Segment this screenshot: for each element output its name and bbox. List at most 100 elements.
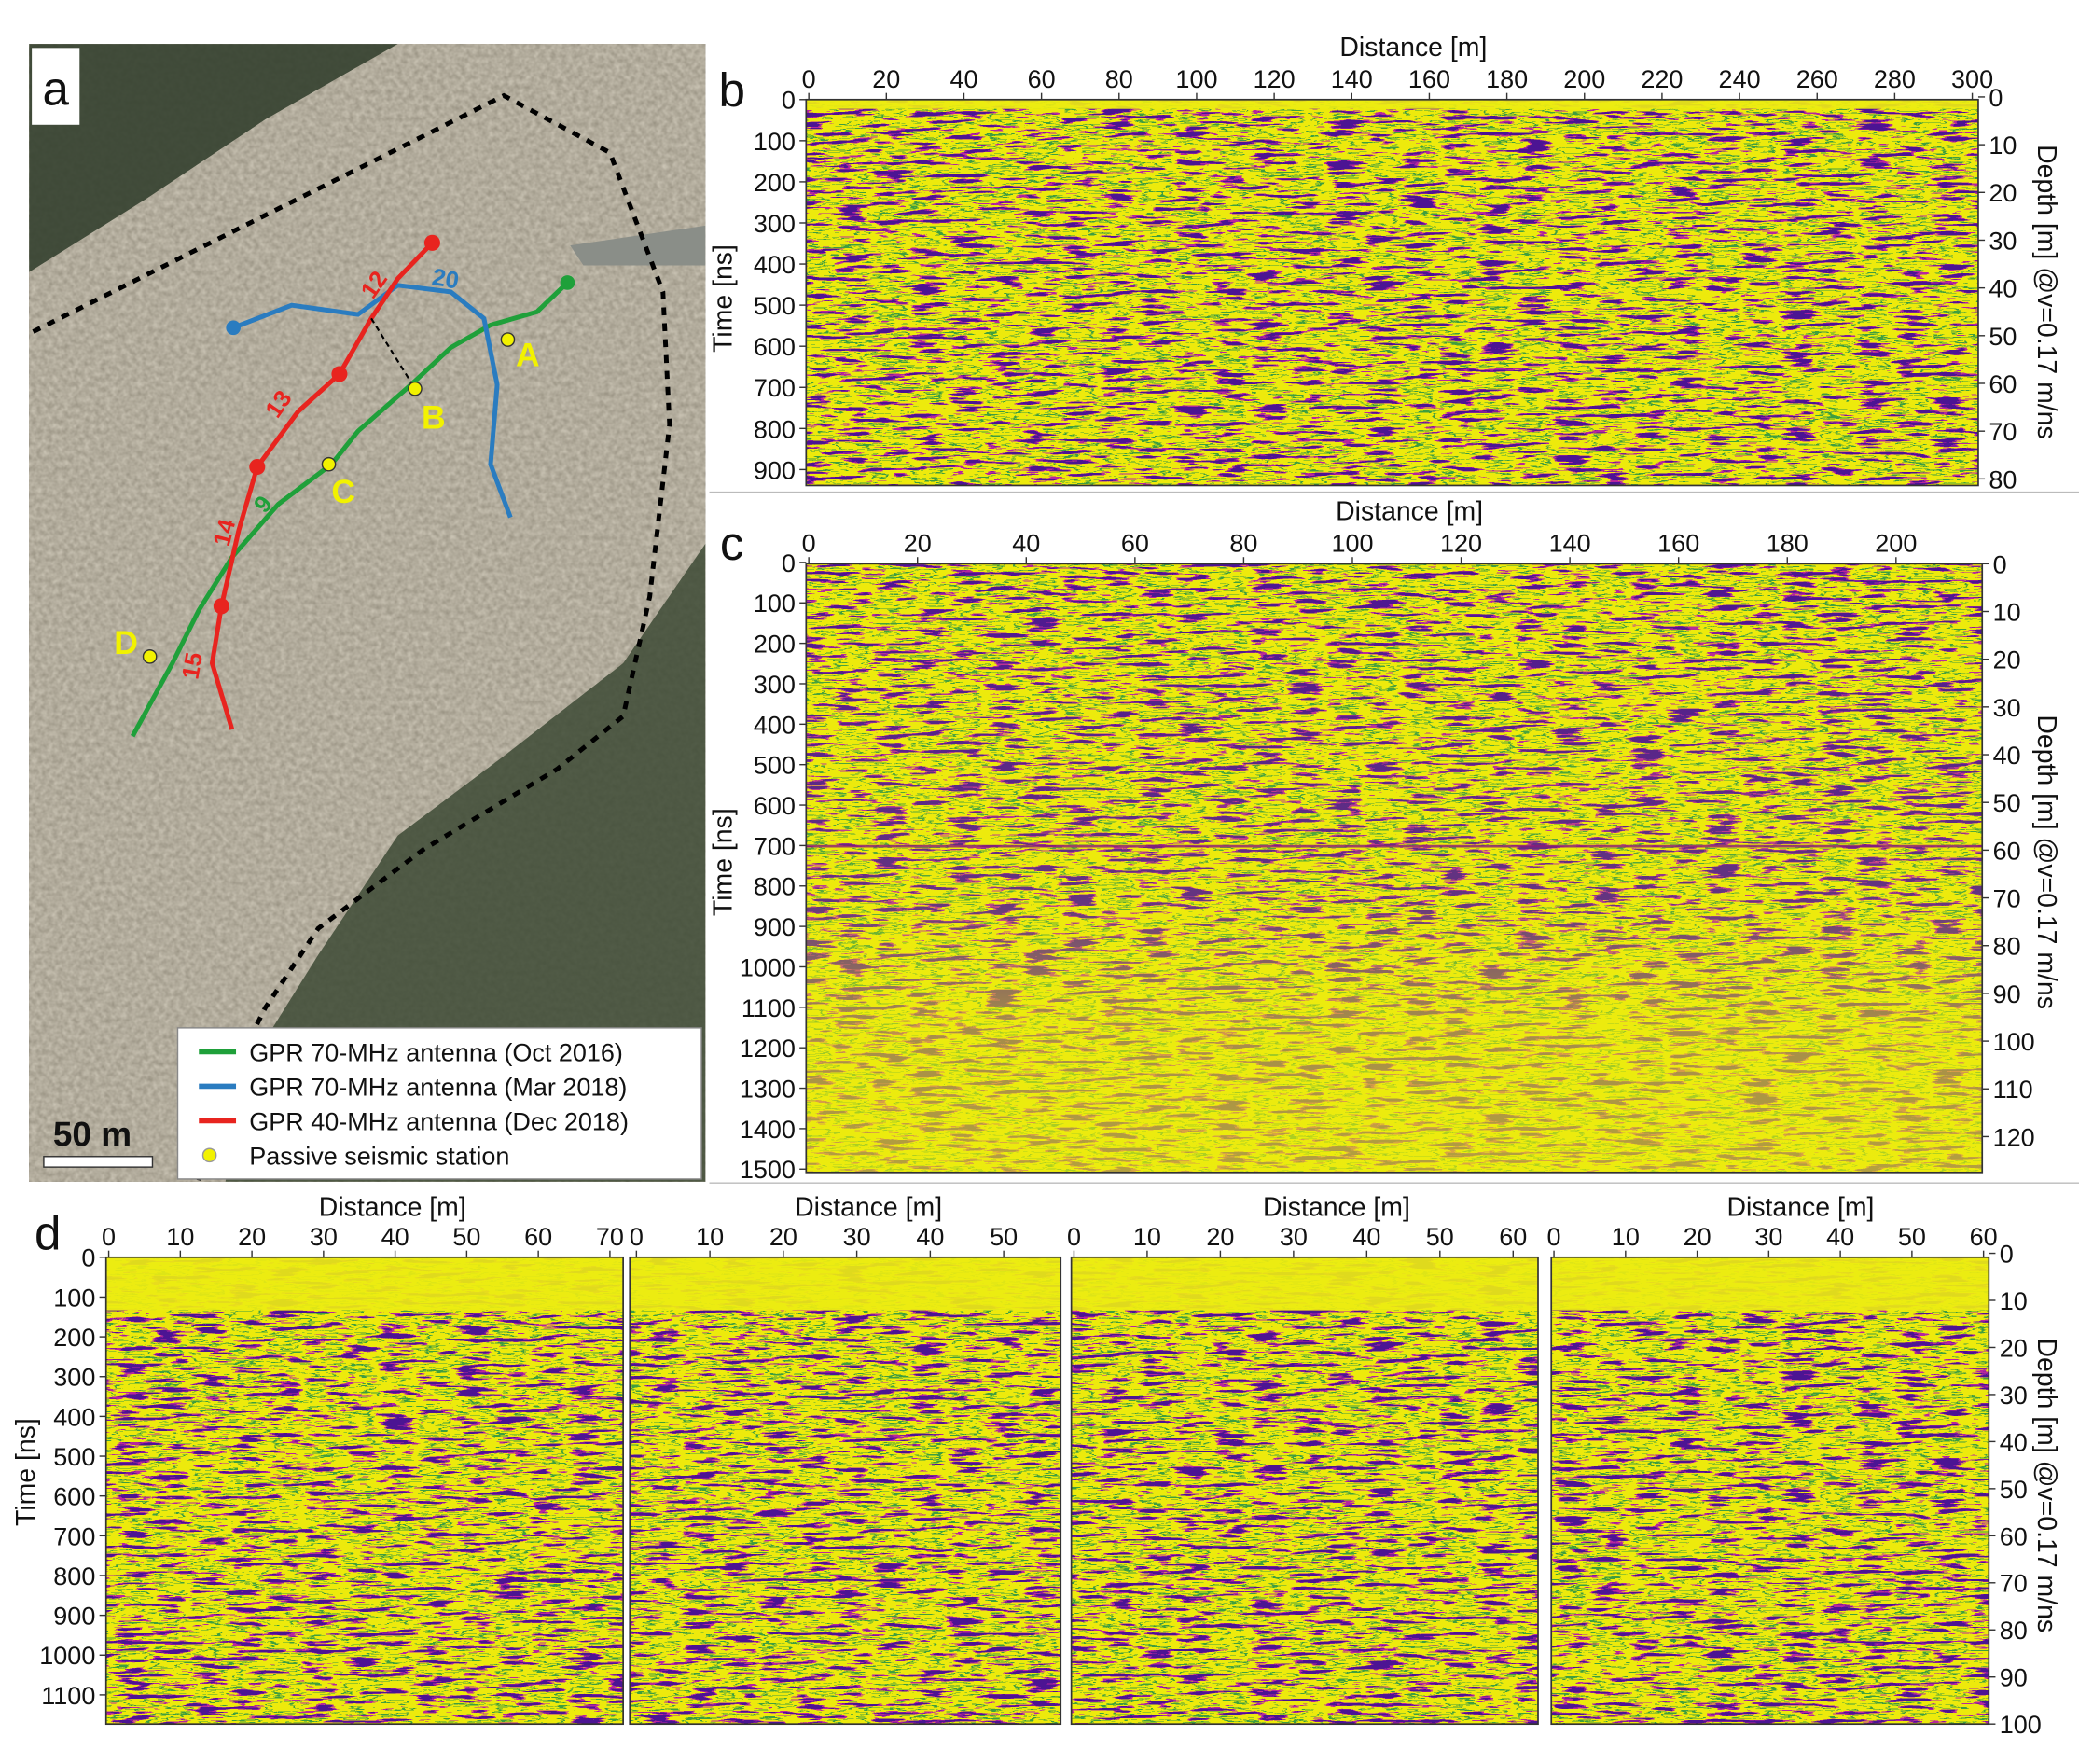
station-label: B [422,398,446,436]
profile-node [423,234,440,251]
x-tick-label: 20 [238,1223,266,1251]
y-tick-label: 200 [53,1324,95,1352]
y2-tick-label: 80 [1989,465,2017,493]
x-tick-label: 70 [596,1223,624,1251]
y2-axis-title: Depth [m] @v=0.17 m/ns [2031,145,2061,439]
y-tick-label: 800 [754,415,796,443]
x-tick-label: 10 [1612,1223,1640,1251]
y-tick-label: 800 [754,873,796,901]
scale-bar [43,1156,154,1168]
y2-tick-label: 50 [1989,323,2017,351]
direct-wave-band [806,99,1978,109]
profile-green [130,281,570,738]
station [408,381,423,396]
plot-frame [805,98,1979,487]
y2-tick-label: 70 [1993,885,2021,913]
y-tick-label: 1100 [742,994,796,1022]
radargram [806,99,1978,486]
y2-tick-label: 30 [1989,227,2017,255]
y-tick-label: 1000 [39,1642,95,1670]
x-tick-label: 40 [381,1223,409,1251]
x-tick-label: 180 [1486,65,1528,93]
y2-tick-label: 90 [2000,1664,2028,1692]
x-tick-label: 200 [1563,65,1605,93]
profile-node [249,459,266,476]
profile-number: 20 [430,264,461,295]
radargram [105,1257,624,1725]
y-tick-label: 0 [782,549,796,577]
y-tick-label: 700 [754,832,796,860]
x-tick-label: 10 [696,1223,724,1251]
y-tick-label: 100 [754,590,796,618]
x-tick-label: 0 [1067,1223,1081,1251]
x-tick-label: 220 [1641,65,1683,93]
stream [570,225,706,266]
y-tick-label: 1100 [41,1682,95,1710]
y-tick-label: 900 [754,456,796,484]
y2-tick-label: 70 [2000,1570,2028,1598]
x-tick-label: 50 [1898,1223,1926,1251]
x-tick-label: 30 [1280,1223,1308,1251]
plot-frame [104,1256,624,1726]
x-tick-label: 40 [1012,530,1040,558]
y-axis-title: Time [ns] [709,244,739,353]
y-tick-label: 100 [754,128,796,156]
landslide-boundary [32,92,672,1181]
y-tick-label: 400 [754,711,796,739]
x-tick-label: 30 [1754,1223,1782,1251]
x-tick-label: 60 [1028,65,1056,93]
y-tick-label: 0 [81,1244,95,1272]
profile-node [213,598,229,615]
y2-tick-label: 10 [2000,1287,2028,1315]
y-tick-label: 200 [754,631,796,659]
y2-tick-label: 20 [2000,1334,2028,1362]
x-tick-label: 60 [1970,1223,1998,1251]
x-axis-title: Distance [m] [1339,33,1487,63]
x-tick-label: 100 [1331,530,1373,558]
x-tick-label: 120 [1254,65,1296,93]
connector [370,317,416,390]
panel-label: b [718,63,744,117]
profile-node [331,366,348,382]
y-tick-label: 0 [782,87,796,115]
y-tick-label: 900 [754,913,796,941]
x-tick-label: 80 [1105,65,1133,93]
radargram [630,1257,1061,1725]
y2-tick-label: 0 [2000,1240,2014,1268]
y2-tick-label: 60 [1993,837,2021,865]
direct-wave-band [105,1257,624,1311]
x-tick-label: 40 [949,65,977,93]
station [500,332,516,347]
x-tick-label: 20 [872,65,900,93]
y2-tick-label: 80 [2000,1617,2028,1645]
x-tick-label: 40 [916,1223,944,1251]
y-tick-label: 600 [754,333,796,361]
station-label: A [516,337,540,374]
y2-tick-label: 110 [1993,1076,2033,1104]
panel-label: c [720,517,744,570]
map-panel: 12 20 13 9 14 15 A B C D a GPR 70-MHz an… [29,44,706,1182]
x-tick-label: 30 [310,1223,338,1251]
legend-label: Passive seismic station [249,1142,509,1170]
y-tick-label: 400 [754,251,796,279]
station [321,456,337,472]
y-tick-label: 900 [53,1603,95,1631]
y2-tick-label: 20 [1993,646,2021,674]
y2-tick-label: 100 [2000,1711,2042,1739]
x-tick-label: 140 [1549,530,1591,558]
x-tick-label: 100 [1175,65,1217,93]
panel-label: d [35,1206,61,1259]
label-box [32,48,80,125]
x-axis-title: Distance [m] [795,1193,942,1223]
y-tick-label: 600 [53,1483,95,1511]
y-tick-label: 100 [53,1284,95,1312]
legend-label: GPR 40-MHz antenna (Dec 2018) [249,1107,629,1135]
x-tick-label: 200 [1875,530,1917,558]
x-tick-label: 0 [1547,1223,1561,1251]
station-label: D [114,624,138,661]
radargram [1551,1257,1989,1725]
y2-tick-label: 50 [1993,789,2021,817]
direct-wave-band [1551,1257,1989,1311]
